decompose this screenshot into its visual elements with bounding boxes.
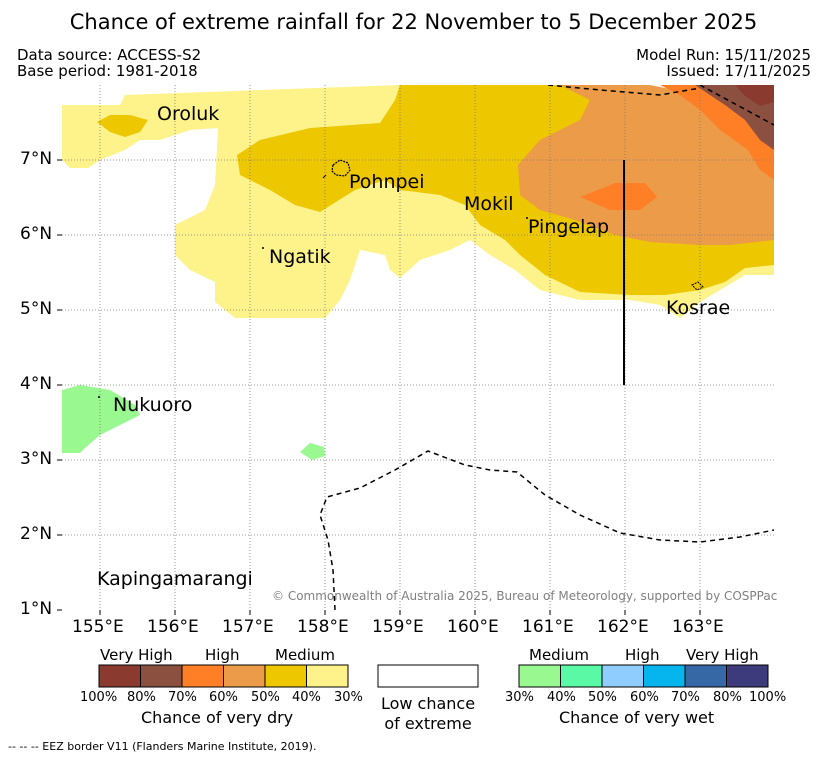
place-label-mokil: Mokil	[464, 193, 514, 215]
dry-medium-patch-oroluk	[97, 115, 148, 137]
neutral-legend-line1: Low chance	[380, 694, 476, 713]
issued-date: Issued: 17/11/2025	[666, 62, 811, 80]
dry-pct-50: 50%	[251, 690, 280, 705]
lon-label-159e: 159°E	[372, 617, 424, 637]
dry-pct-40: 40%	[292, 690, 321, 705]
lat-label-3n: 3°N	[20, 449, 53, 469]
dry-legend-swatch-3	[181, 664, 224, 688]
wet-pct-80: 80%	[713, 690, 742, 705]
map-plot-area	[62, 85, 774, 610]
axis-ticks	[57, 159, 701, 615]
place-label-kapingamarangi: Kapingamarangi	[97, 568, 253, 590]
wet-pct-100: 100%	[749, 690, 787, 705]
eez-border-lines	[319, 85, 774, 610]
copyright-notice: © Commonwealth of Australia 2025, Bureau…	[272, 589, 778, 603]
lon-label-155e: 155°E	[72, 617, 124, 637]
eez-border-legend: -- -- -- EEZ border V11 (Flanders Marine…	[8, 740, 317, 753]
base-period: Base period: 1981-2018	[17, 62, 198, 80]
dry-legend-swatch-1	[98, 664, 141, 688]
dry-high-patch-pingelap	[580, 183, 657, 210]
pohnpei-island-outline	[331, 159, 351, 177]
place-label-ngatik: Ngatik	[269, 246, 331, 268]
wet-category-medium: Medium	[529, 646, 589, 664]
place-label-pingelap: Pingelap	[528, 216, 610, 238]
place-label-nukuoro: Nukuoro	[113, 394, 193, 416]
dry-legend-bar	[98, 664, 349, 688]
lon-label-158e: 158°E	[297, 617, 349, 637]
wet-pct-50: 50%	[588, 690, 617, 705]
lat-label-5n: 5°N	[20, 299, 53, 319]
dry-pct-80: 80%	[127, 690, 156, 705]
dry-category-medium: Medium	[275, 646, 335, 664]
wet-medium-region-nukuoro	[62, 385, 140, 453]
wet-pct-30: 30%	[505, 690, 534, 705]
dry-high-light-region	[518, 85, 774, 245]
dry-category-high: High	[205, 646, 240, 664]
place-label-kosrae: Kosrae	[666, 297, 731, 319]
dry-pct-100: 100%	[80, 690, 118, 705]
dry-legend-swatch-5	[264, 664, 307, 688]
neutral-legend-line2: of extreme	[384, 714, 472, 733]
place-label-oroluk: Oroluk	[157, 103, 220, 125]
wet-legend-swatch-6	[726, 664, 769, 688]
island-marker-pohnpei-west	[322, 174, 327, 179]
lon-label-161e: 161°E	[522, 617, 574, 637]
island-marker-ngatik	[262, 247, 264, 249]
wet-legend-caption: Chance of very wet	[559, 708, 715, 727]
wet-medium-patch	[300, 443, 325, 460]
lat-label-2n: 2°N	[20, 524, 53, 544]
lon-label-162e: 162°E	[597, 617, 649, 637]
island-marker-pingelap	[526, 217, 528, 219]
dry-extreme-region	[735, 85, 774, 106]
dry-legend-caption: Chance of very dry	[141, 708, 294, 727]
lon-label-157e: 157°E	[222, 617, 274, 637]
wet-category-high: High	[625, 646, 660, 664]
wet-legend-swatch-4	[643, 664, 686, 688]
wet-legend-swatch-1	[518, 664, 561, 688]
wet-legend-swatch-3	[601, 664, 644, 688]
lat-label-4n: 4°N	[20, 374, 53, 394]
dry-legend-swatch-2	[140, 664, 183, 688]
dry-legend-swatch-6	[306, 664, 349, 688]
dry-category-very-high: Very High	[100, 646, 173, 664]
wet-pct-60: 60%	[630, 690, 659, 705]
dry-pct-70: 70%	[168, 690, 197, 705]
model-run: Model Run: 15/11/2025	[636, 46, 811, 64]
dry-pct-30: 30%	[334, 690, 363, 705]
dry-pct-60: 60%	[209, 690, 238, 705]
chart-title: Chance of extreme rainfall for 22 Novemb…	[69, 10, 758, 34]
wet-legend-swatch-2	[560, 664, 603, 688]
kosrae-island-outline	[691, 281, 704, 291]
lon-label-156e: 156°E	[147, 617, 199, 637]
dry-legend-swatch-4	[223, 664, 266, 688]
wet-category-very-high: Very High	[686, 646, 759, 664]
wet-pct-70: 70%	[671, 690, 700, 705]
place-label-pohnpei: Pohnpei	[349, 171, 425, 193]
lon-label-160e: 160°E	[447, 617, 499, 637]
lat-label-7n: 7°N	[20, 149, 53, 169]
wet-legend-bar	[518, 664, 769, 688]
wet-pct-40: 40%	[547, 690, 576, 705]
neutral-legend-box	[377, 664, 479, 688]
lat-label-6n: 6°N	[20, 224, 53, 244]
island-marker-nukuoro	[98, 396, 100, 398]
data-source: Data source: ACCESS-S2	[17, 46, 202, 64]
wet-legend-swatch-5	[684, 664, 727, 688]
lon-label-163e: 163°E	[672, 617, 724, 637]
lat-label-1n: 1°N	[20, 599, 53, 619]
